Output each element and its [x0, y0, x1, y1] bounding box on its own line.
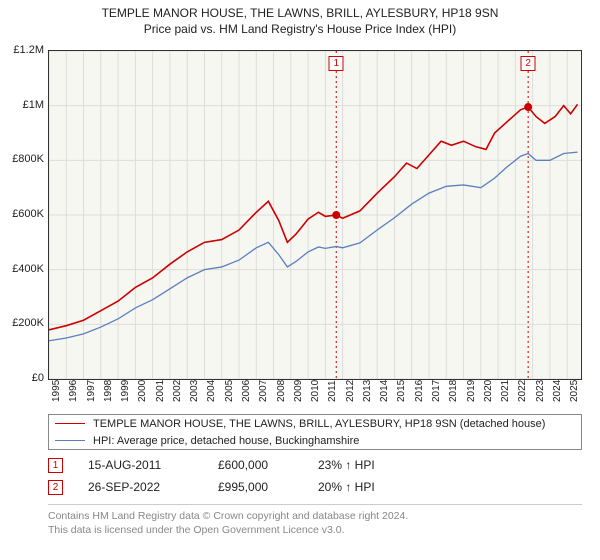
x-tick-label: 2003 — [189, 380, 200, 402]
x-tick-label: 2008 — [276, 380, 287, 402]
event-row: 1 15-AUG-2011 £600,000 23% ↑ HPI — [48, 454, 582, 476]
x-tick-label: 2005 — [224, 380, 235, 402]
event-pct: 23% ↑ HPI — [318, 458, 438, 472]
y-tick-label: £400K — [2, 263, 44, 275]
x-tick-label: 2000 — [137, 380, 148, 402]
footer: Contains HM Land Registry data © Crown c… — [48, 504, 582, 537]
x-tick-label: 2001 — [155, 380, 166, 402]
x-tick-label: 2009 — [293, 380, 304, 402]
x-tick-label: 2025 — [569, 380, 580, 402]
y-tick-label: £800K — [2, 153, 44, 165]
chart-plot-area: 12 — [48, 50, 582, 380]
x-tick-label: 1995 — [51, 380, 62, 402]
chart-titles: TEMPLE MANOR HOUSE, THE LAWNS, BRILL, AY… — [0, 0, 600, 36]
x-tick-label: 2007 — [258, 380, 269, 402]
x-tick-label: 1999 — [120, 380, 131, 402]
x-tick-label: 2023 — [535, 380, 546, 402]
event-date: 26-SEP-2022 — [88, 480, 218, 494]
y-tick-label: £0 — [2, 372, 44, 384]
event-date: 15-AUG-2011 — [88, 458, 218, 472]
x-tick-label: 2012 — [345, 380, 356, 402]
x-tick-label: 2022 — [517, 380, 528, 402]
x-tick-label: 1998 — [103, 380, 114, 402]
x-tick-label: 2006 — [241, 380, 252, 402]
x-tick-label: 2024 — [552, 380, 563, 402]
y-tick-label: £1M — [2, 99, 44, 111]
event-price: £600,000 — [218, 458, 318, 472]
legend-label: HPI: Average price, detached house, Buck… — [93, 435, 359, 447]
y-tick-label: £200K — [2, 317, 44, 329]
sale-events: 1 15-AUG-2011 £600,000 23% ↑ HPI 2 26-SE… — [48, 454, 582, 498]
chart-svg — [49, 51, 581, 379]
y-tick-label: £600K — [2, 208, 44, 220]
legend-swatch — [55, 440, 85, 441]
x-tick-label: 2021 — [500, 380, 511, 402]
x-tick-label: 2004 — [206, 380, 217, 402]
legend-row: TEMPLE MANOR HOUSE, THE LAWNS, BRILL, AY… — [49, 415, 581, 432]
event-marker-box: 2 — [48, 479, 88, 495]
sale-marker-box: 2 — [521, 56, 536, 71]
x-tick-label: 1996 — [68, 380, 79, 402]
x-tick-label: 2016 — [414, 380, 425, 402]
legend: TEMPLE MANOR HOUSE, THE LAWNS, BRILL, AY… — [48, 414, 582, 450]
y-tick-label: £1.2M — [2, 44, 44, 56]
title-line-2: Price paid vs. HM Land Registry's House … — [0, 22, 600, 36]
x-tick-label: 2018 — [448, 380, 459, 402]
x-tick-label: 2011 — [327, 380, 338, 402]
x-tick-label: 1997 — [86, 380, 97, 402]
x-tick-label: 2017 — [431, 380, 442, 402]
title-line-1: TEMPLE MANOR HOUSE, THE LAWNS, BRILL, AY… — [0, 6, 600, 20]
footer-line-2: This data is licensed under the Open Gov… — [48, 523, 582, 537]
event-pct: 20% ↑ HPI — [318, 480, 438, 494]
legend-row: HPI: Average price, detached house, Buck… — [49, 432, 581, 449]
x-tick-label: 2010 — [310, 380, 321, 402]
x-tick-label: 2015 — [396, 380, 407, 402]
legend-label: TEMPLE MANOR HOUSE, THE LAWNS, BRILL, AY… — [93, 418, 545, 430]
sale-marker-box: 1 — [329, 56, 344, 71]
event-marker-box: 1 — [48, 457, 88, 473]
event-row: 2 26-SEP-2022 £995,000 20% ↑ HPI — [48, 476, 582, 498]
event-price: £995,000 — [218, 480, 318, 494]
x-tick-label: 2002 — [172, 380, 183, 402]
legend-swatch — [55, 423, 85, 424]
x-tick-label: 2019 — [466, 380, 477, 402]
x-tick-label: 2014 — [379, 380, 390, 402]
footer-line-1: Contains HM Land Registry data © Crown c… — [48, 509, 582, 523]
x-tick-label: 2020 — [483, 380, 494, 402]
x-tick-label: 2013 — [362, 380, 373, 402]
